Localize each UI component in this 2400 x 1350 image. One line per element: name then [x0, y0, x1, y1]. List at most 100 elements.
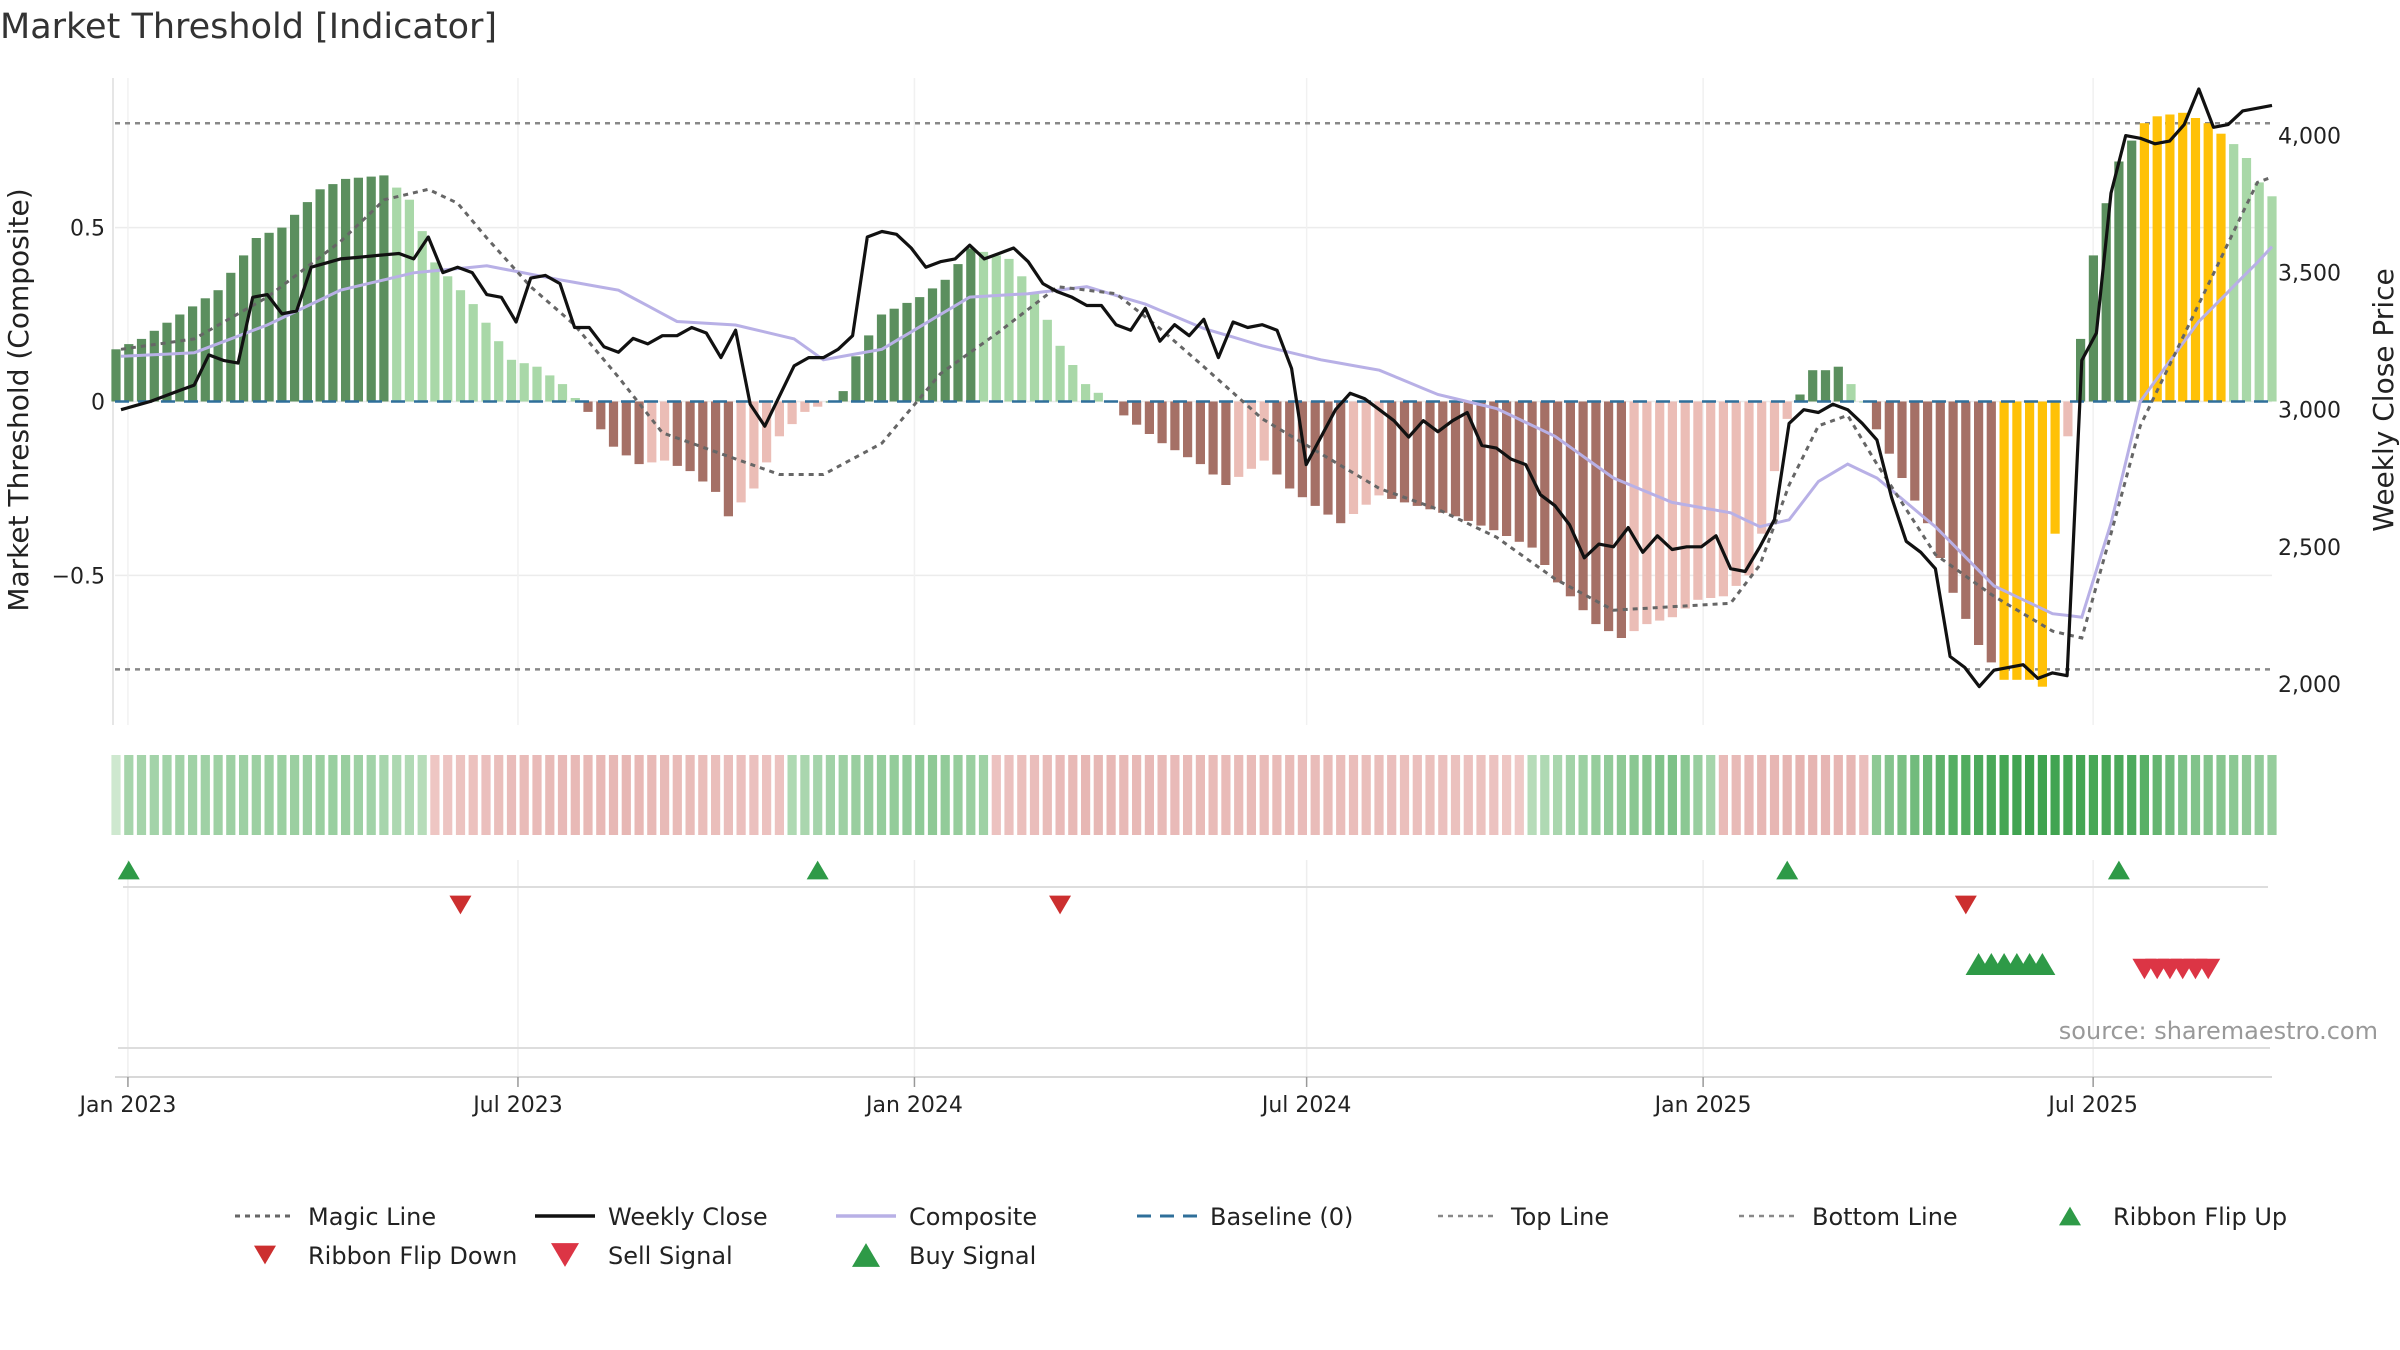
composite-bar-25 [430, 262, 440, 402]
composite-bar-51 [762, 401, 772, 463]
signal-panel [115, 860, 2272, 1080]
composite-bar-33 [532, 366, 542, 402]
composite-bar-148 [1999, 401, 2009, 680]
ribbon-cell-72 [1029, 755, 1040, 835]
ribbon-cell-47 [711, 755, 721, 835]
ribbon-cell-102 [1412, 755, 1422, 835]
ribbon-cell-38 [596, 755, 606, 835]
legend-swatch-sell-signal [551, 1243, 579, 1267]
composite-bar-61 [889, 308, 899, 402]
ribbon-cell-163 [2190, 755, 2201, 835]
composite-bar-132 [1795, 394, 1805, 402]
ribbon-flip-up-2 [1776, 860, 1799, 880]
ribbon-cell-18 [341, 755, 351, 835]
ribbon-flip-up-3 [2107, 860, 2130, 880]
x-tick-label-5: Jul 2025 [2046, 1093, 2138, 1118]
ribbon-cell-64 [927, 755, 938, 835]
ribbon-cell-59 [864, 755, 874, 835]
chart-title: Market Threshold [Indicator] [0, 7, 497, 47]
composite-bar-37 [583, 401, 593, 412]
ribbon-cell-130 [1769, 755, 1780, 835]
ribbon-cell-9 [226, 755, 236, 835]
composite-bar-168 [2254, 182, 2264, 402]
ribbon-cell-78 [1106, 755, 1116, 835]
ribbon-cell-60 [876, 755, 887, 835]
ribbon-cell-51 [762, 755, 772, 835]
composite-bar-140 [1897, 401, 1907, 478]
legend-label-2: Composite [909, 1203, 1037, 1231]
composite-bar-117 [1604, 401, 1614, 632]
ribbon-cell-122 [1667, 755, 1677, 835]
ribbon-cell-83 [1170, 755, 1180, 835]
ribbon-cell-128 [1744, 755, 1754, 835]
composite-bar-79 [1119, 401, 1129, 416]
composite-bar-136 [1846, 384, 1856, 402]
ribbon-cell-145 [1961, 755, 1971, 835]
ribbon-cell-24 [417, 755, 427, 835]
composite-bar-121 [1655, 401, 1665, 621]
ribbon-cell-169 [2267, 755, 2277, 835]
composite-bar-153 [2063, 401, 2073, 437]
composite-bar-82 [1157, 401, 1167, 444]
composite-bar-10 [239, 255, 249, 402]
composite-bar-65 [940, 279, 950, 402]
composite-bar-88 [1234, 401, 1244, 477]
composite-bar-92 [1285, 401, 1295, 489]
ribbon-cell-52 [774, 755, 784, 835]
composite-bar-107 [1476, 401, 1486, 526]
ribbon-cell-76 [1081, 755, 1091, 835]
ribbon-cell-54 [800, 755, 810, 835]
ribbon-cell-148 [1999, 755, 2009, 835]
ribbon-flip-down-2 [1954, 895, 1977, 915]
composite-bar-134 [1820, 370, 1831, 402]
ribbon-cell-93 [1297, 755, 1307, 835]
composite-bar-35 [557, 384, 568, 402]
ribbon-cell-125 [1706, 755, 1716, 835]
buy-signal-5 [2029, 952, 2056, 976]
ribbon-cell-48 [723, 755, 733, 835]
composite-bar-155 [2088, 255, 2098, 402]
x-tick-label-2: Jan 2024 [864, 1093, 963, 1118]
composite-bar-112 [1540, 401, 1550, 565]
ribbon-cell-16 [315, 755, 325, 835]
ribbon-cell-147 [1986, 755, 1996, 835]
ribbon-cell-167 [2241, 755, 2252, 835]
ribbon-cell-97 [1348, 755, 1359, 835]
composite-bar-57 [838, 391, 848, 402]
composite-bar-1 [124, 344, 134, 402]
ribbon-cell-162 [2178, 755, 2188, 835]
x-tick-label-1: Jul 2023 [471, 1093, 563, 1118]
composite-bar-110 [1514, 401, 1524, 542]
left-y-axis: 0.5 0 −0.5 [52, 217, 105, 590]
composite-bar-102 [1412, 401, 1422, 506]
ribbon-cell-115 [1578, 755, 1588, 835]
composite-bar-70 [1004, 258, 1014, 402]
composite-bar-103 [1425, 401, 1435, 510]
ribbon-cell-151 [2037, 755, 2047, 835]
composite-bar-143 [1935, 401, 1945, 558]
composite-bar-26 [443, 276, 453, 402]
ribbon-cell-139 [1884, 755, 1894, 835]
weekly-close-line [120, 87, 2273, 689]
composite-bar-63 [915, 297, 925, 402]
ribbon-cell-36 [570, 755, 580, 835]
composite-bar-118 [1616, 401, 1626, 638]
ribbon-cell-143 [1935, 755, 1945, 835]
ribbon-cell-155 [2088, 755, 2098, 835]
ribbon-cell-161 [2165, 755, 2175, 835]
ribbon-cell-22 [392, 755, 402, 835]
composite-bar-3 [149, 330, 159, 402]
composite-bar-72 [1029, 293, 1040, 402]
composite-bar-31 [506, 359, 517, 402]
ribbon-cell-34 [545, 755, 555, 835]
ribbon-cell-150 [2025, 755, 2035, 835]
composite-bar-105 [1450, 401, 1461, 517]
composite-bar-55 [813, 401, 823, 407]
ribbon-flip-down-1 [1049, 895, 1072, 915]
composite-bar-98 [1361, 401, 1371, 505]
legend-swatch-ribbon-flip-up [2059, 1206, 2081, 1226]
ribbon-cell-27 [455, 755, 466, 835]
ribbon-cell-135 [1833, 755, 1843, 835]
ribbon-cell-33 [532, 755, 542, 835]
ribbon-cell-7 [200, 755, 210, 835]
